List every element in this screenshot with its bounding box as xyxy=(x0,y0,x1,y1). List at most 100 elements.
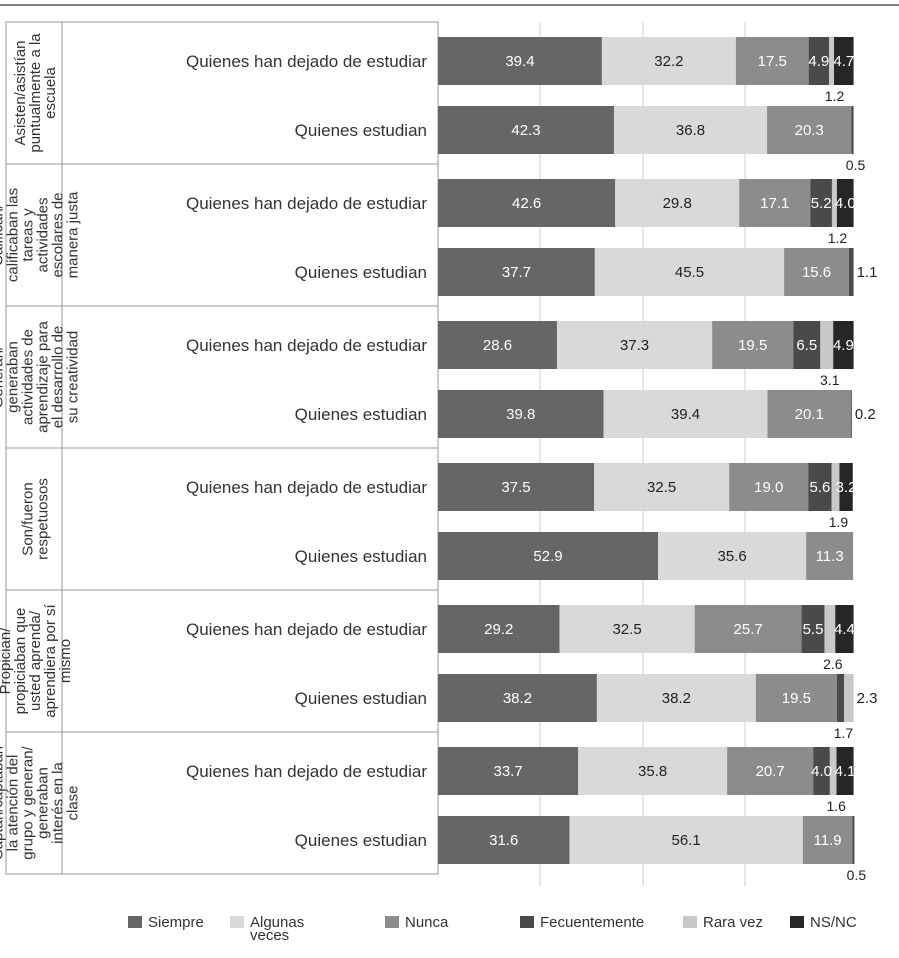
data-label: 45.5 xyxy=(675,264,704,281)
legend-swatch xyxy=(790,916,804,928)
data-label: 5.5 xyxy=(803,621,824,638)
data-label: 6.5 xyxy=(796,337,817,354)
data-label: 0.5 xyxy=(847,867,867,883)
data-label: 25.7 xyxy=(734,621,763,638)
bar-segment xyxy=(852,816,854,864)
data-label: 56.1 xyxy=(672,832,701,849)
row-label: Quienes han dejado de estudiar xyxy=(186,194,427,213)
data-label: 38.2 xyxy=(662,690,691,707)
data-label: 1.1 xyxy=(857,264,878,281)
data-label: 37.5 xyxy=(501,479,530,496)
legend-label: Nunca xyxy=(405,914,449,931)
data-label: 42.6 xyxy=(512,195,541,212)
data-label: 35.8 xyxy=(638,763,667,780)
legend-label: Rara vez xyxy=(703,914,763,931)
group-label: Califican/calificaban lastareas yactivid… xyxy=(0,188,82,282)
data-label: 2.6 xyxy=(823,656,843,672)
legend-swatch xyxy=(230,916,244,928)
data-label: 4.9 xyxy=(833,337,854,354)
legend-label: Algunas veces xyxy=(250,914,304,944)
group-label-line: manera justa xyxy=(65,191,82,278)
row-label: Quienes han dejado de estudiar xyxy=(186,478,427,497)
data-label: 4.0 xyxy=(835,195,856,212)
data-label: 4.4 xyxy=(834,621,855,638)
data-label: 20.1 xyxy=(795,406,824,423)
data-label: 17.5 xyxy=(758,53,787,70)
group-label-line: clase xyxy=(65,785,82,820)
data-label: 4.1 xyxy=(835,763,856,780)
row-label: Quienes estudian xyxy=(295,689,427,708)
group-label-line: mismo xyxy=(57,639,74,683)
legend-label: NS/NC xyxy=(810,914,857,931)
legend-swatch xyxy=(683,916,697,928)
data-label: 1.9 xyxy=(829,514,849,530)
group-label: Propician/propiciaban queusted aprenda/a… xyxy=(0,603,74,717)
data-label: 4.7 xyxy=(833,53,854,70)
data-label: 3.1 xyxy=(820,372,840,388)
bar-segment xyxy=(852,106,854,154)
data-label: 32.5 xyxy=(647,479,676,496)
data-label: 1.7 xyxy=(834,725,854,741)
row-label: Quienes han dejado de estudiar xyxy=(186,336,427,355)
data-label: 19.5 xyxy=(782,690,811,707)
bar-segment xyxy=(820,321,833,369)
row-label: Quienes han dejado de estudiar xyxy=(186,762,427,781)
data-label: 39.4 xyxy=(505,53,534,70)
legend-swatch xyxy=(385,916,399,928)
data-label: 5.6 xyxy=(809,479,830,496)
data-label: 19.5 xyxy=(738,337,767,354)
row-label: Quienes estudian xyxy=(295,831,427,850)
data-label: 4.9 xyxy=(808,53,829,70)
data-label: 42.3 xyxy=(511,122,540,139)
data-label: 15.6 xyxy=(802,264,831,281)
data-label: 1.6 xyxy=(826,798,846,814)
group-label: Captan/captabanla atención delgrupo y ge… xyxy=(0,745,82,860)
data-label: 29.2 xyxy=(484,621,513,638)
row-label: Quienes han dejado de estudiar xyxy=(186,52,427,71)
row-label: Quienes estudian xyxy=(295,121,427,140)
data-label: 32.5 xyxy=(612,621,641,638)
data-label: 33.7 xyxy=(493,763,522,780)
legend-label-line: veces xyxy=(250,927,289,944)
group-label-line: su creatividad xyxy=(65,331,82,424)
data-label: 52.9 xyxy=(533,548,562,565)
data-label: 2.3 xyxy=(857,690,878,707)
data-label: 20.7 xyxy=(756,763,785,780)
data-label: 32.2 xyxy=(654,53,683,70)
data-label: 3.2 xyxy=(836,479,857,496)
legend-swatch xyxy=(128,916,142,928)
data-label: 29.8 xyxy=(663,195,692,212)
data-label: 0.2 xyxy=(855,406,876,423)
data-label: 1.2 xyxy=(828,230,848,246)
data-label: 17.1 xyxy=(760,195,789,212)
bar-segment xyxy=(844,674,854,722)
data-label: 11.3 xyxy=(816,548,844,565)
data-label: 39.4 xyxy=(671,406,700,423)
row-label: Quienes estudian xyxy=(295,263,427,282)
legend-swatch xyxy=(520,916,534,928)
data-label: 0.5 xyxy=(846,157,866,173)
legend-label: Fecuentemente xyxy=(540,914,644,931)
row-label: Quienes estudian xyxy=(295,547,427,566)
row-label: Quienes estudian xyxy=(295,405,427,424)
bar-segment xyxy=(837,674,844,722)
row-label: Quienes han dejado de estudiar xyxy=(186,620,427,639)
data-label: 36.8 xyxy=(676,122,705,139)
data-label: 19.0 xyxy=(754,479,783,496)
data-label: 1.2 xyxy=(825,88,845,104)
bar-segment xyxy=(849,248,854,296)
data-label: 31.6 xyxy=(489,832,518,849)
data-label: 38.2 xyxy=(503,690,532,707)
data-label: 39.8 xyxy=(506,406,535,423)
data-label: 20.3 xyxy=(795,122,824,139)
group-label-line: escuela xyxy=(42,66,59,118)
data-label: 35.6 xyxy=(718,548,747,565)
data-label: 37.7 xyxy=(502,264,531,281)
bar-segment xyxy=(851,390,852,438)
data-label: 5.2 xyxy=(811,195,832,212)
data-label: 28.6 xyxy=(483,337,512,354)
group-label: Son/fueronrespetuosos xyxy=(20,478,52,560)
data-label: 11.9 xyxy=(814,832,842,849)
